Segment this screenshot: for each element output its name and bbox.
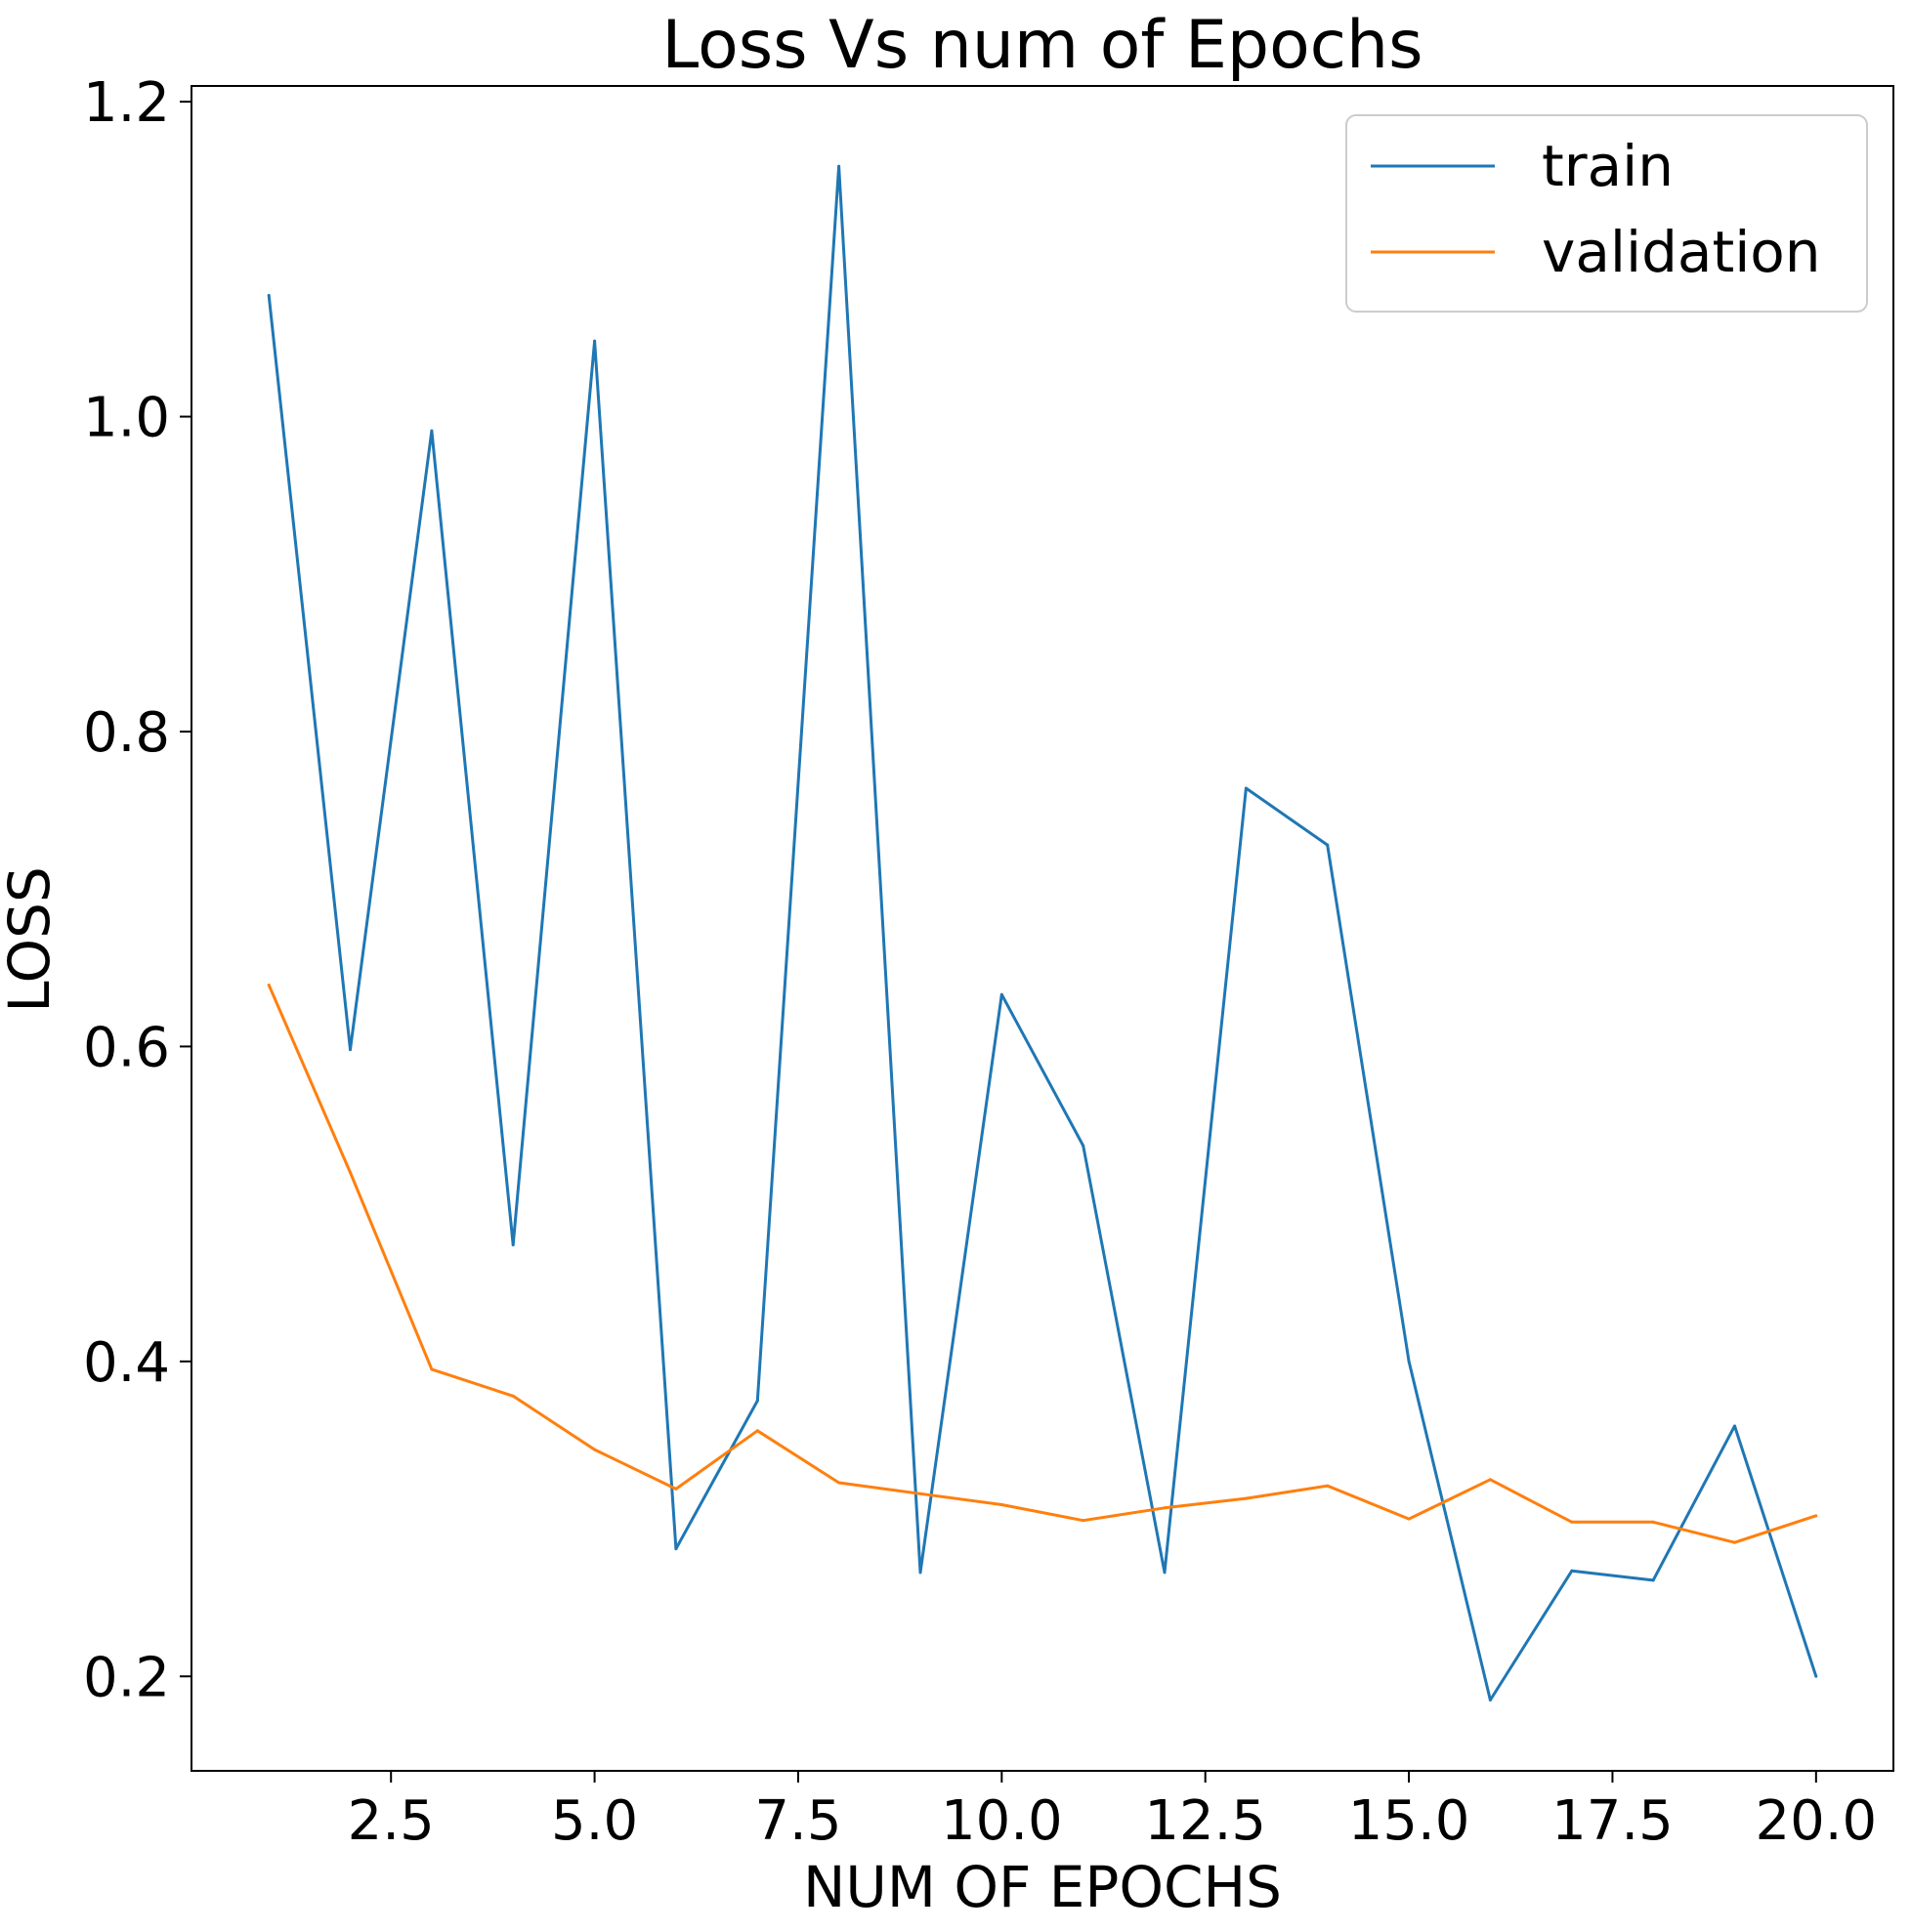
series-lines: [267, 164, 1818, 1701]
legend: train validation: [1345, 114, 1868, 313]
data-point-train: [267, 293, 271, 297]
data-point-train: [837, 164, 841, 168]
data-point-validation: [837, 1481, 841, 1485]
y-axis-label: LOSS: [0, 866, 63, 1013]
data-point-train: [999, 992, 1003, 996]
data-point-train: [430, 429, 434, 433]
data-point-train: [349, 1048, 353, 1052]
data-point-train: [1244, 786, 1248, 790]
y-tick-label: 0.8: [83, 701, 170, 765]
data-point-train: [1407, 1360, 1411, 1364]
data-point-validation: [430, 1367, 434, 1371]
legend-box: [1345, 114, 1868, 313]
y-tick-label: 0.6: [83, 1016, 170, 1079]
y-tick-label: 0.4: [83, 1331, 170, 1395]
data-point-validation: [593, 1448, 597, 1451]
data-point-train: [918, 1571, 922, 1575]
data-point-validation: [1244, 1496, 1248, 1500]
data-point-train: [1651, 1578, 1655, 1582]
data-point-train: [1570, 1569, 1574, 1573]
x-tick-label: 10.0: [941, 1789, 1063, 1853]
data-point-validation: [349, 1170, 353, 1174]
plot-frame: [191, 85, 1894, 1772]
data-point-train: [1488, 1698, 1492, 1701]
data-point-train: [1163, 1571, 1167, 1575]
series-line-train: [267, 164, 1818, 1701]
data-point-validation: [1163, 1506, 1167, 1510]
chart-title: Loss Vs num of Epochs: [661, 7, 1423, 84]
data-point-train: [1326, 843, 1330, 847]
x-axis-ticks: 2.5 5.0 7.5 10.0 12.5 15.0 17.5 20.0: [348, 1771, 1877, 1853]
x-tick-label: 12.5: [1144, 1789, 1266, 1853]
y-axis-ticks: 0.2 0.4 0.6 0.8 1.0 1.2: [83, 71, 191, 1709]
legend-validation-label: validation: [1542, 219, 1821, 285]
x-tick-label: 15.0: [1348, 1789, 1470, 1853]
legend-train-label: train: [1542, 133, 1674, 199]
data-point-validation: [1570, 1520, 1574, 1524]
data-point-validation: [1407, 1517, 1411, 1521]
data-point-validation: [1488, 1478, 1492, 1482]
data-point-validation: [511, 1394, 515, 1398]
y-tick-label: 1.0: [83, 387, 170, 450]
data-point-train: [674, 1547, 678, 1551]
data-point-validation: [267, 984, 271, 987]
data-point-validation: [1814, 1514, 1818, 1518]
data-point-train: [1814, 1674, 1818, 1678]
data-point-validation: [1651, 1520, 1655, 1524]
x-tick-label: 20.0: [1755, 1789, 1877, 1853]
data-point-train: [511, 1243, 515, 1247]
data-point-validation: [674, 1487, 678, 1491]
data-point-validation: [999, 1503, 1003, 1507]
series-line-validation: [267, 984, 1817, 1544]
x-axis-label: NUM OF EPOCHS: [803, 1854, 1282, 1920]
data-point-validation: [755, 1429, 759, 1433]
y-tick-label: 1.2: [83, 71, 170, 135]
data-point-train: [755, 1399, 759, 1403]
data-point-validation: [918, 1491, 922, 1495]
x-tick-label: 17.5: [1551, 1789, 1674, 1853]
data-point-train: [1732, 1424, 1736, 1428]
data-point-validation: [1326, 1484, 1330, 1488]
data-point-validation: [1082, 1519, 1085, 1523]
data-point-train: [1082, 1144, 1085, 1148]
x-tick-label: 7.5: [754, 1789, 841, 1853]
x-tick-label: 2.5: [348, 1789, 435, 1853]
data-point-validation: [1732, 1540, 1736, 1544]
y-tick-label: 0.2: [83, 1646, 170, 1709]
data-point-train: [593, 339, 597, 343]
x-tick-label: 5.0: [551, 1789, 638, 1853]
